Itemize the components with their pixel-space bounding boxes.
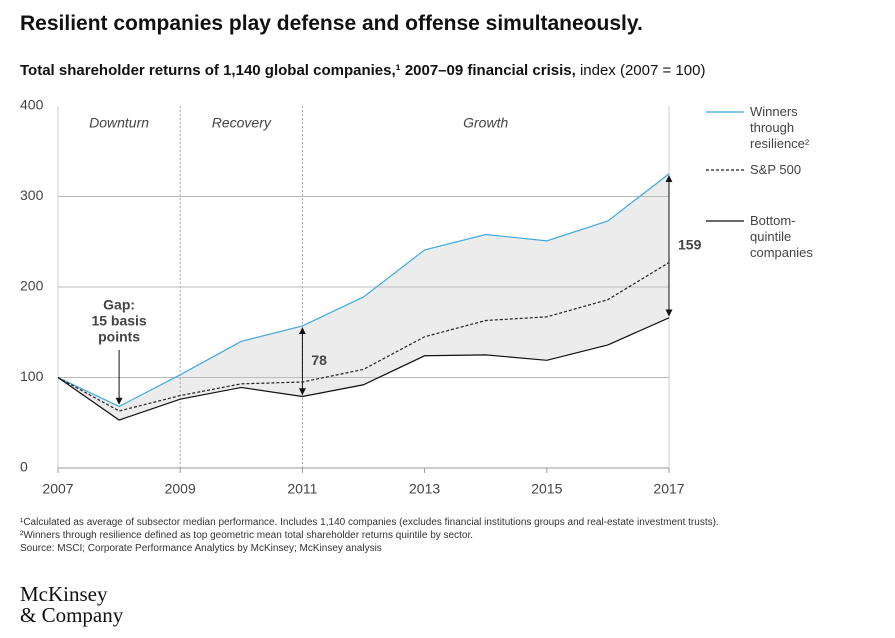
x-tick-label: 2007 <box>42 481 73 497</box>
phase-label: Growth <box>463 115 508 131</box>
subtitle: Total shareholder returns of 1,140 globa… <box>20 62 705 79</box>
legend-label: Winners through resilience² <box>750 104 810 151</box>
footnote: Source: MSCI; Corporate Performance Anal… <box>20 543 382 554</box>
x-tick-label: 2013 <box>409 481 440 497</box>
footnote: ¹Calculated as average of subsector medi… <box>20 517 719 528</box>
series-line <box>57 317 670 421</box>
footnote: ²Winners through resilience defined as t… <box>20 530 474 541</box>
title: Resilient companies play defense and off… <box>20 12 643 35</box>
y-tick-label: 400 <box>20 97 44 113</box>
logo: McKinsey & Company <box>20 584 123 626</box>
gap-note: 15 basis <box>91 313 146 329</box>
phase-label: Downturn <box>89 115 149 131</box>
logo-line: McKinsey <box>20 582 108 606</box>
logo-line: & Company <box>20 603 124 627</box>
x-tick-label: 2015 <box>531 481 562 497</box>
series-line <box>57 173 670 408</box>
gap-note: points <box>98 329 140 345</box>
series-line <box>57 262 670 412</box>
subtitle-normal: index (2007 = 100) <box>579 62 706 79</box>
x-tick-label: 2017 <box>653 481 684 497</box>
legend-label: S&P 500 <box>750 162 802 177</box>
phase-label: Recovery <box>212 115 272 131</box>
gap-label: 159 <box>678 237 702 253</box>
gap-note: Gap: <box>103 297 135 313</box>
subtitle-bold: Total shareholder returns of 1,140 globa… <box>20 62 576 79</box>
legend-label: Bottom-quintile companies <box>750 213 813 260</box>
y-tick-label: 300 <box>20 187 44 203</box>
x-tick-label: 2011 <box>287 481 317 497</box>
x-tick-label: 2009 <box>165 481 196 497</box>
y-tick-label: 0 <box>20 459 28 475</box>
gap-label: 78 <box>311 352 327 368</box>
y-tick-label: 100 <box>20 368 44 384</box>
y-tick-label: 200 <box>20 278 44 294</box>
